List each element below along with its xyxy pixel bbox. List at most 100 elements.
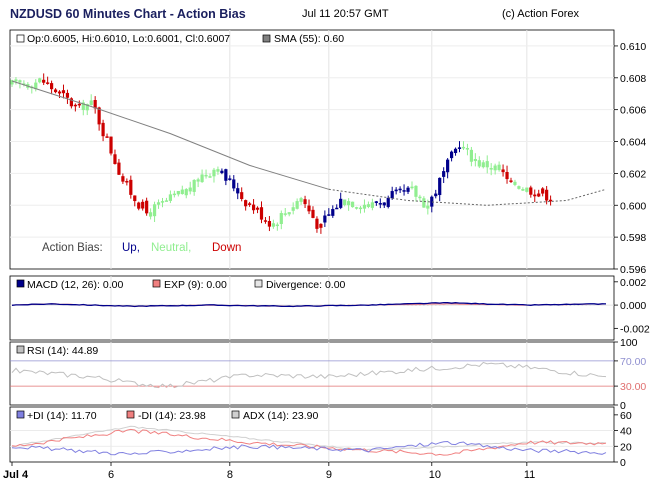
candle-down <box>113 149 117 165</box>
pdi-line <box>11 440 607 456</box>
candle-down <box>255 206 260 214</box>
y-tick-label: 0.602 <box>620 168 646 180</box>
candle-neutral <box>422 196 426 208</box>
candle-body <box>477 160 481 167</box>
candle-body <box>279 213 283 225</box>
candle-body <box>442 171 446 177</box>
candle-body <box>287 212 291 215</box>
candle-body <box>156 202 161 205</box>
rsi-legend: RSI (14): 44.89 <box>27 345 98 357</box>
candle-body <box>149 212 153 217</box>
candle-up <box>323 210 327 227</box>
y-tick-label: 70.00 <box>620 356 646 368</box>
candle-neutral <box>192 179 196 196</box>
candle-body <box>501 169 505 173</box>
candle-down <box>548 195 553 206</box>
candle-body <box>57 91 62 94</box>
candle-body <box>410 186 414 189</box>
candle-neutral <box>208 173 212 178</box>
candle-neutral <box>497 161 501 172</box>
candle-neutral <box>362 199 367 213</box>
mdi-legend: -DI (14): 23.98 <box>138 410 206 422</box>
candle-body <box>461 146 466 149</box>
rsi-line <box>11 361 607 389</box>
candle-neutral <box>156 199 161 209</box>
candle-body <box>493 165 497 171</box>
candle-neutral <box>152 201 157 223</box>
candle-body <box>244 200 248 207</box>
x-tick-label: 9 <box>326 469 332 481</box>
candle-body <box>208 176 212 178</box>
candle-body <box>220 170 224 174</box>
y-tick-label: 0.002 <box>620 277 646 289</box>
candle-down <box>501 164 505 177</box>
candle-body <box>283 213 287 215</box>
rsi-legend-swatch <box>16 345 25 354</box>
candle-body <box>255 207 260 210</box>
candle-up <box>398 186 402 194</box>
candle-neutral <box>291 202 295 215</box>
candle-down <box>311 206 315 219</box>
candle-neutral <box>350 201 355 208</box>
candle-body <box>184 189 188 196</box>
candle-neutral <box>517 185 521 190</box>
ohlc-legend-swatch <box>16 34 25 43</box>
candle-down <box>315 216 319 233</box>
candle-body <box>164 200 169 202</box>
candle-body <box>224 169 228 181</box>
action-bias-up: Up, <box>122 242 140 254</box>
candle-down <box>251 199 256 214</box>
candle-down <box>267 216 272 232</box>
candle-up <box>449 150 454 162</box>
candle-neutral <box>160 197 165 208</box>
candle-body <box>168 194 173 201</box>
candle-up <box>394 187 398 195</box>
candle-neutral <box>521 187 525 191</box>
candle-body <box>14 79 18 82</box>
candle-body <box>180 189 184 195</box>
candle-body <box>160 201 165 203</box>
candle-body <box>216 169 220 172</box>
candle-body <box>465 148 470 150</box>
candle-body <box>113 154 117 165</box>
candle-down <box>42 73 46 86</box>
candle-body <box>453 148 458 154</box>
sma-line-extended <box>328 188 607 206</box>
candle-body <box>275 224 279 227</box>
candle-down <box>93 96 97 114</box>
candle-neutral <box>295 198 299 210</box>
candle-body <box>541 188 545 194</box>
candle-neutral <box>485 155 489 174</box>
sma-legend-swatch <box>262 34 271 43</box>
candle-down <box>307 199 311 215</box>
candle-body <box>489 168 493 170</box>
candle-body <box>418 196 422 199</box>
candle-up <box>232 175 236 192</box>
candle-body <box>426 205 430 209</box>
candle-neutral <box>414 185 418 202</box>
x-tick-label: 8 <box>227 469 233 481</box>
action-bias-down: Down <box>212 242 241 254</box>
candle-body <box>343 199 347 206</box>
candle-body <box>347 201 351 206</box>
candle-neutral <box>366 201 371 209</box>
candle-body <box>315 218 319 229</box>
candle-body <box>65 92 70 98</box>
candle-down <box>533 189 537 203</box>
candle-body <box>176 190 180 195</box>
candle-body <box>85 104 89 111</box>
candle-down <box>505 165 509 184</box>
candle-neutral <box>481 160 485 169</box>
candle-up <box>339 192 343 210</box>
candle-neutral <box>489 163 493 176</box>
candle-body <box>548 199 553 202</box>
candle-up <box>331 205 335 218</box>
y-tick-label: 0.598 <box>620 232 646 244</box>
candle-body <box>89 100 93 105</box>
chart-title: NZDUSD 60 Minutes Chart - Action Bias <box>10 7 246 21</box>
rsi-panel-frame <box>9 341 615 406</box>
candle-down <box>244 199 248 211</box>
candle-body <box>117 162 121 175</box>
candle-body <box>38 78 42 83</box>
